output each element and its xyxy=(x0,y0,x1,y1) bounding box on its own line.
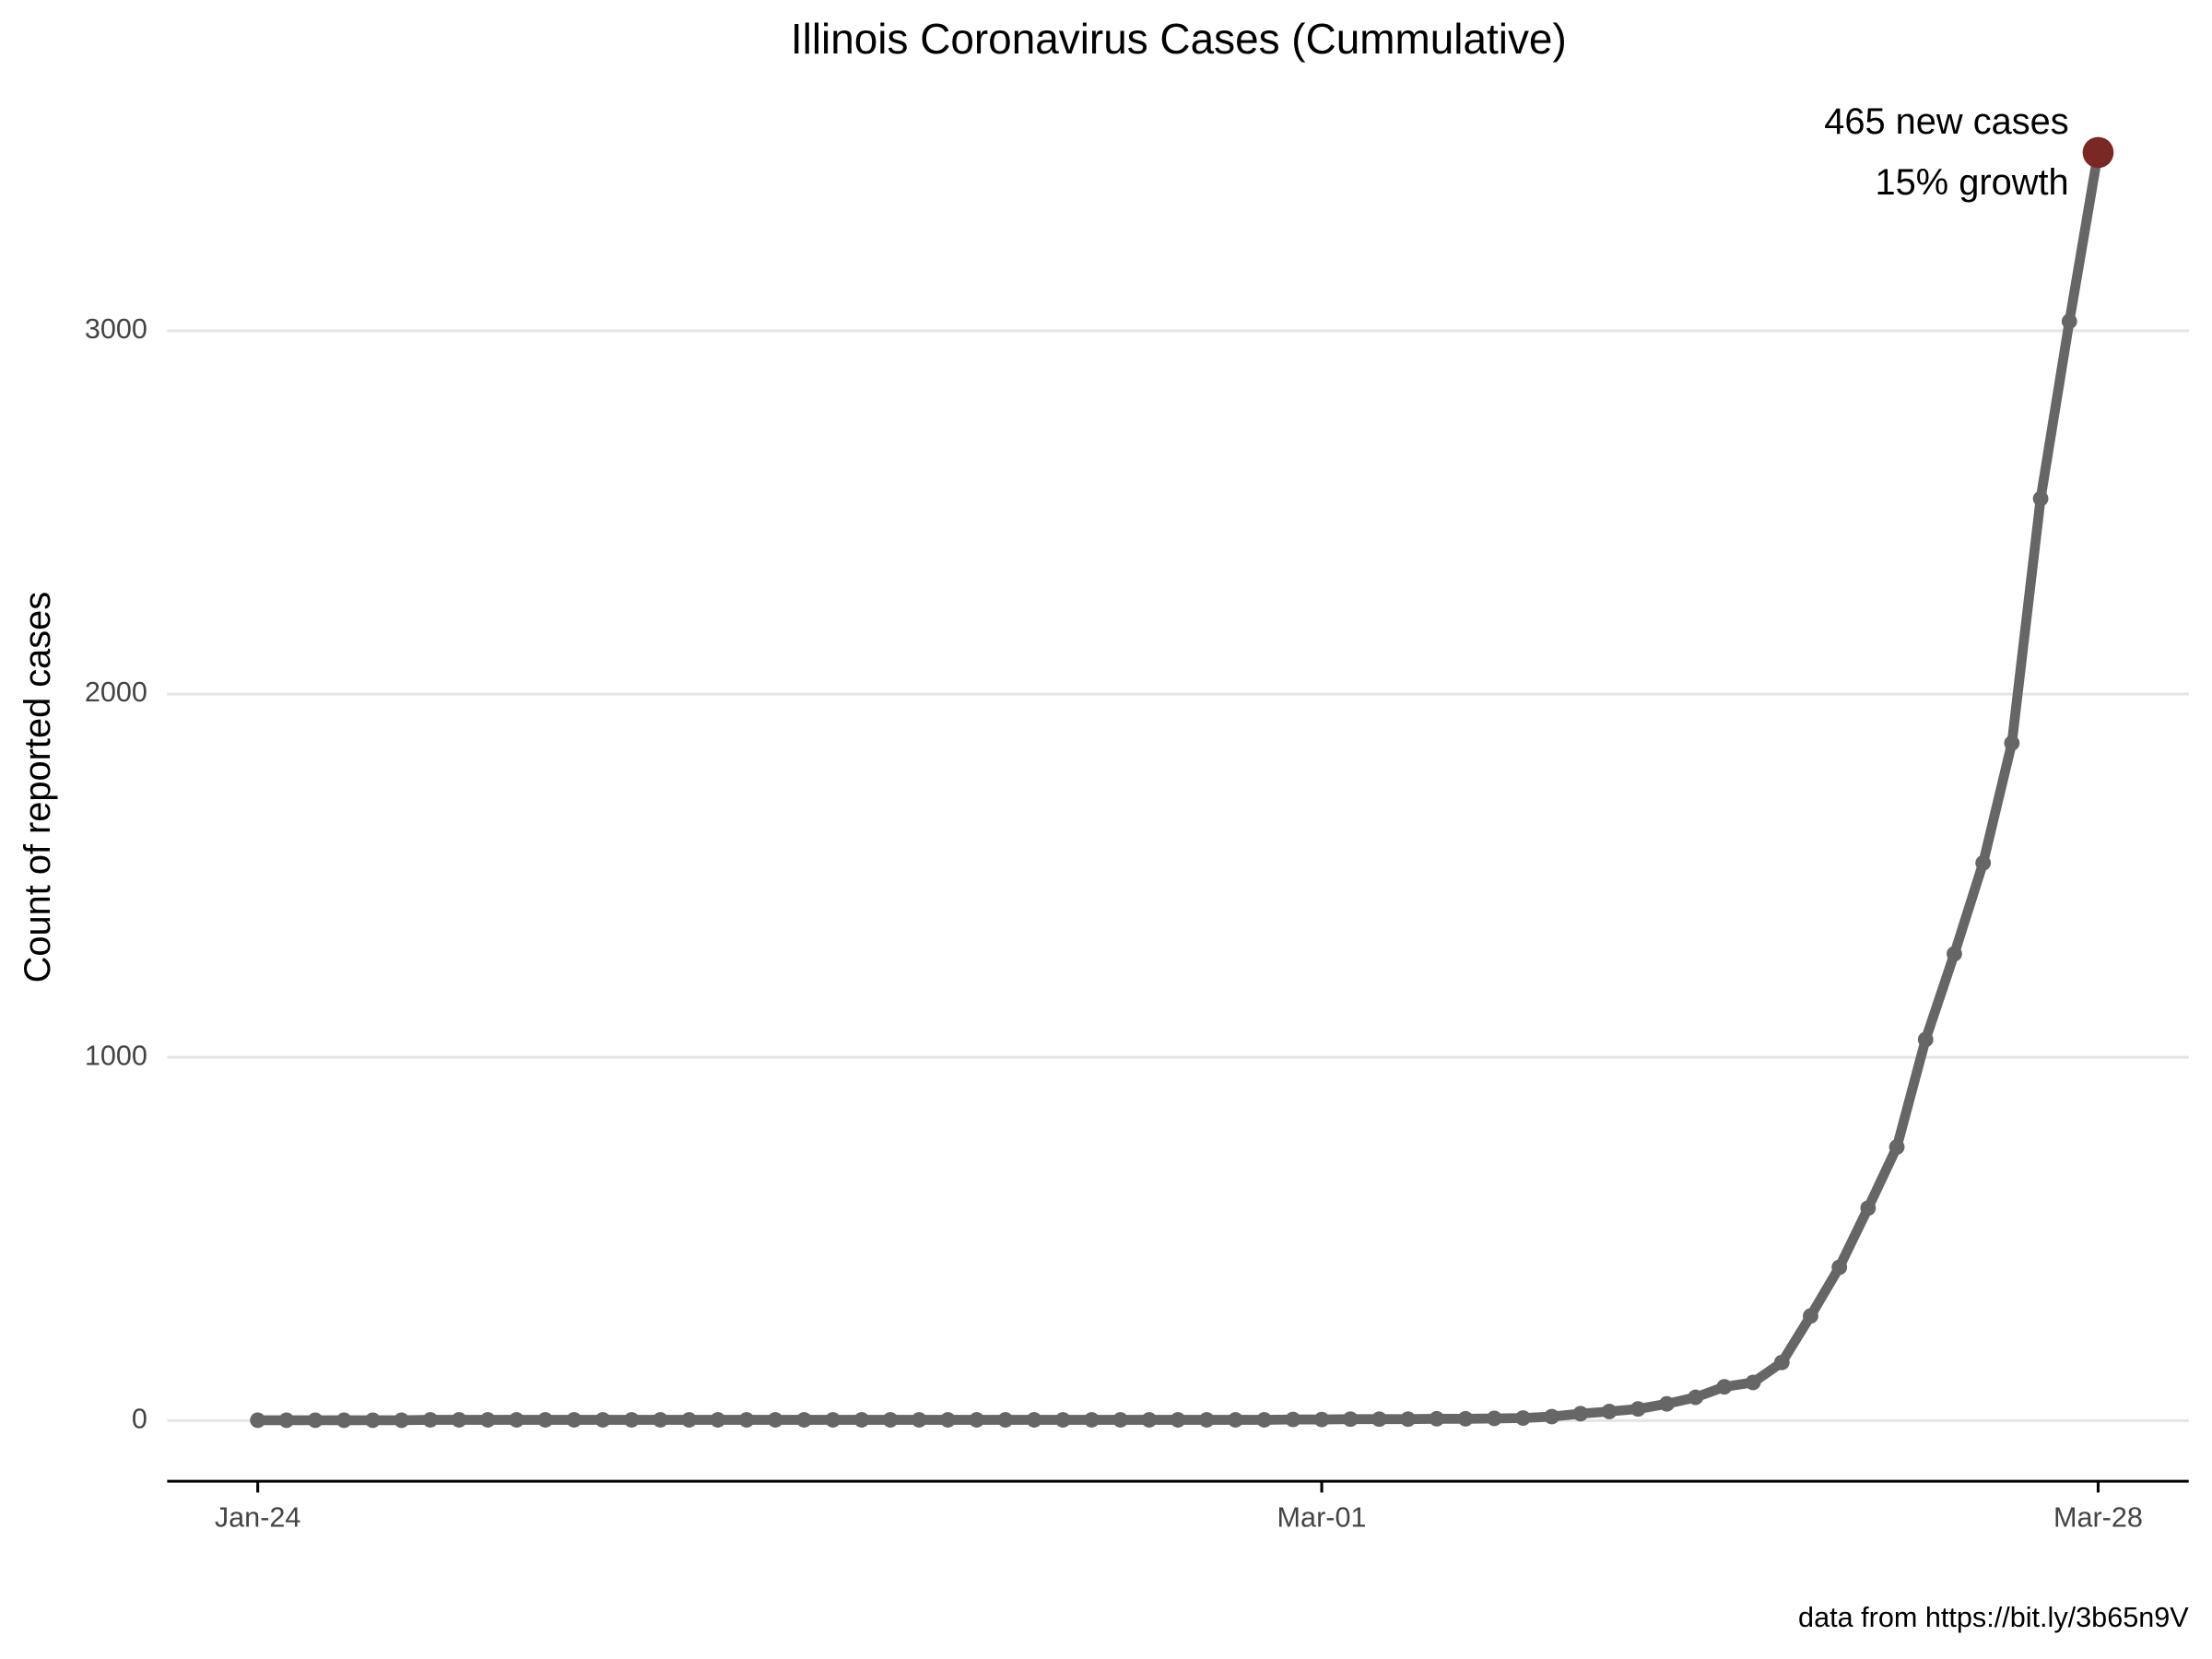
point xyxy=(940,1412,956,1428)
annotation: 15% growth xyxy=(1876,162,2069,203)
point xyxy=(1659,1395,1675,1412)
point xyxy=(1170,1412,1186,1428)
point xyxy=(796,1412,812,1428)
x-tick-label: Jan-24 xyxy=(215,1502,301,1534)
point xyxy=(422,1412,439,1428)
point xyxy=(710,1412,726,1428)
point xyxy=(335,1412,352,1429)
chart-title: Illinois Coronavirus Cases (Cummulative) xyxy=(791,15,1567,63)
point xyxy=(2032,490,2049,507)
point xyxy=(1256,1412,1273,1428)
point xyxy=(566,1412,582,1428)
point xyxy=(1917,1031,1934,1048)
point xyxy=(1860,1200,1877,1217)
caption: data from https://bit.ly/3b65n9V xyxy=(1798,1602,2189,1633)
point xyxy=(853,1412,870,1428)
point xyxy=(1544,1408,1560,1425)
annotation: 465 new cases xyxy=(1824,101,2068,142)
y-tick-label: 3000 xyxy=(85,313,147,345)
point xyxy=(537,1412,554,1428)
point xyxy=(1601,1404,1618,1419)
point xyxy=(681,1412,698,1428)
point xyxy=(825,1412,841,1428)
point xyxy=(882,1412,899,1428)
point xyxy=(1975,854,1992,871)
y-tick-label: 0 xyxy=(132,1403,147,1434)
point xyxy=(1400,1411,1417,1428)
point xyxy=(653,1412,668,1428)
x-tick-label: Mar-28 xyxy=(2053,1502,2143,1534)
y-tick-label: 2000 xyxy=(85,677,147,708)
point xyxy=(479,1412,496,1428)
point xyxy=(1112,1412,1129,1428)
point xyxy=(1228,1412,1243,1428)
point xyxy=(1572,1406,1589,1422)
point xyxy=(307,1412,324,1429)
point xyxy=(365,1412,381,1429)
y-axis-label: Count of reported cases xyxy=(18,592,58,983)
point xyxy=(1457,1410,1474,1427)
point xyxy=(911,1412,927,1428)
point xyxy=(1803,1308,1818,1324)
point xyxy=(278,1412,295,1429)
point xyxy=(1342,1411,1359,1428)
point xyxy=(1486,1410,1502,1427)
point xyxy=(1630,1401,1646,1418)
line xyxy=(257,151,2103,1426)
point xyxy=(1313,1411,1330,1428)
point xyxy=(1716,1379,1733,1395)
point xyxy=(1947,946,1962,962)
point xyxy=(1198,1412,1215,1428)
point xyxy=(1831,1259,1848,1276)
point xyxy=(1084,1412,1100,1428)
point xyxy=(394,1412,410,1429)
point xyxy=(1773,1354,1790,1371)
point xyxy=(623,1412,640,1428)
point xyxy=(767,1412,783,1428)
point xyxy=(1745,1374,1761,1391)
point xyxy=(594,1412,611,1428)
point xyxy=(1429,1410,1445,1427)
x-tick-label: Mar-01 xyxy=(1277,1502,1367,1534)
point xyxy=(2004,735,2020,751)
point xyxy=(1285,1411,1301,1428)
point xyxy=(2061,313,2077,330)
point xyxy=(1054,1412,1071,1428)
point xyxy=(509,1412,524,1428)
point xyxy=(1515,1410,1531,1426)
point xyxy=(1371,1411,1387,1428)
point xyxy=(1026,1412,1042,1428)
point xyxy=(1888,1139,1905,1155)
point xyxy=(1688,1389,1704,1406)
point xyxy=(997,1412,1014,1428)
point xyxy=(250,1412,266,1429)
point xyxy=(451,1412,467,1428)
point xyxy=(969,1412,985,1428)
highlight-point xyxy=(2082,136,2114,169)
y-tick-label: 1000 xyxy=(85,1040,147,1071)
point xyxy=(738,1412,755,1428)
point xyxy=(1141,1412,1158,1428)
